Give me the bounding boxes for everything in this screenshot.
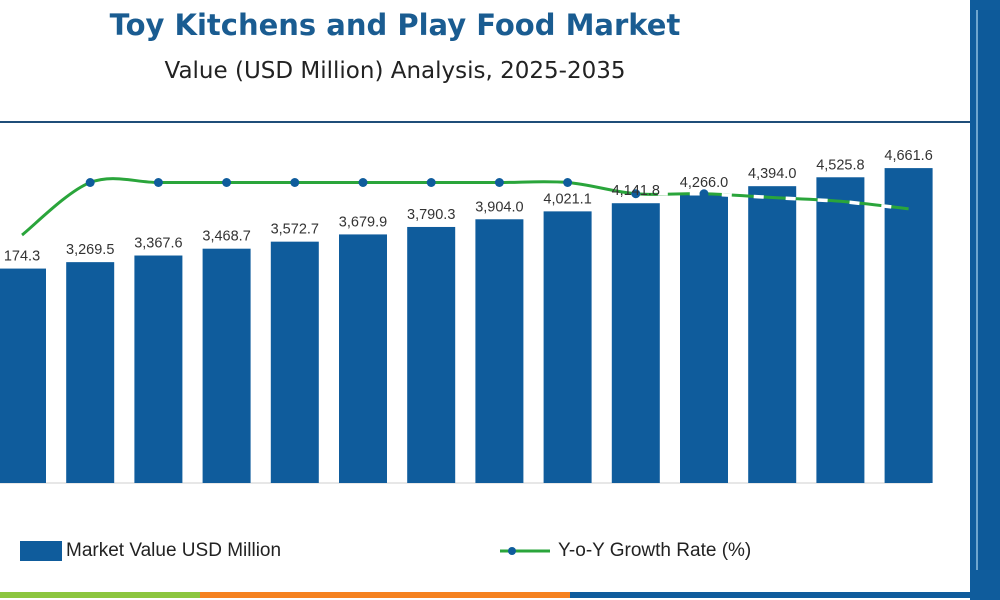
legend-label-market-value: Market Value USD Million [66,540,282,561]
growth-point-2027 [358,178,368,187]
bar-2033 [748,186,797,483]
bar-2030 [543,211,592,483]
chart-title: Toy Kitchens and Play Food Market [109,8,681,42]
bar-2029 [475,219,524,483]
legend-item-growth-rate: Y-o-Y Growth Rate (%) [500,540,751,562]
bar-2034 [816,177,865,483]
growth-point-2025 [222,178,232,187]
legend-bar-swatch [20,541,62,561]
growth-point-2024 [153,178,163,187]
growth-point-2032 [699,189,709,199]
bar-value-label-2031: 4,141.8 [612,183,660,199]
bar-value-label-2027: 3,679.9 [339,214,387,230]
bar-2031 [611,203,660,483]
bar-2035 [884,168,933,483]
bar-2025 [202,248,251,483]
side-panel-inner [976,10,1000,570]
bar-2028 [407,226,456,483]
bar-value-label-2025: 3,468.7 [202,229,250,245]
strip-segment-blue [570,592,970,598]
legend-line-swatch [500,541,550,561]
bar-value-label-2034: 4,525.8 [816,157,864,173]
bar-2027 [339,234,387,483]
bar-value-label-2029: 3,904.0 [475,199,523,215]
growth-point-2030 [563,178,573,187]
bar-value-label-2023: 3,269.5 [66,242,114,258]
growth-point-2029 [494,178,504,187]
bar-value-label-2030: 4,021.1 [543,191,591,207]
legend-item-market-value: Market Value USD Million [20,540,281,562]
bar-2026 [270,241,319,483]
chart-subtitle: Value (USD Million) Analysis, 2025-2035 [164,58,626,84]
strip-segment-green [0,592,200,598]
growth-point-2026 [290,178,300,187]
growth-point-2031 [631,189,641,199]
chart-area: 174.3 3,269.5 3,367.6 3,468.7 3,572.7 3,679.9… [0,120,970,519]
bar-value-label-2032: 4,266.0 [680,175,728,191]
side-brand-panel [970,0,1000,600]
strip-segment-orange [200,592,570,598]
bar-2022 [0,268,46,483]
legend-label-growth-rate: Y-o-Y Growth Rate (%) [558,540,752,561]
bar-2024 [134,255,183,483]
bar-value-label-2035: 4,661.6 [884,148,932,164]
growth-point-2023 [85,178,95,187]
bottom-color-strip [0,590,970,600]
chart-legend: Market Value USD Million Y-o-Y Growth Ra… [0,540,970,574]
bar-value-label-2026: 3,572.7 [271,222,319,238]
bar-value-label-2024: 3,367.6 [134,236,182,252]
growth-point-2028 [426,178,436,187]
bar-value-label-2022: 174.3 [4,249,40,265]
bar-2023 [66,262,115,483]
bar-2032 [680,194,728,484]
bar-line-chart: 174.3 3,269.5 3,367.6 3,468.7 3,572.7 3,679.9… [0,121,970,519]
bar-value-label-2028: 3,790.3 [407,207,455,223]
bar-value-label-2033: 4,394.0 [748,166,796,182]
